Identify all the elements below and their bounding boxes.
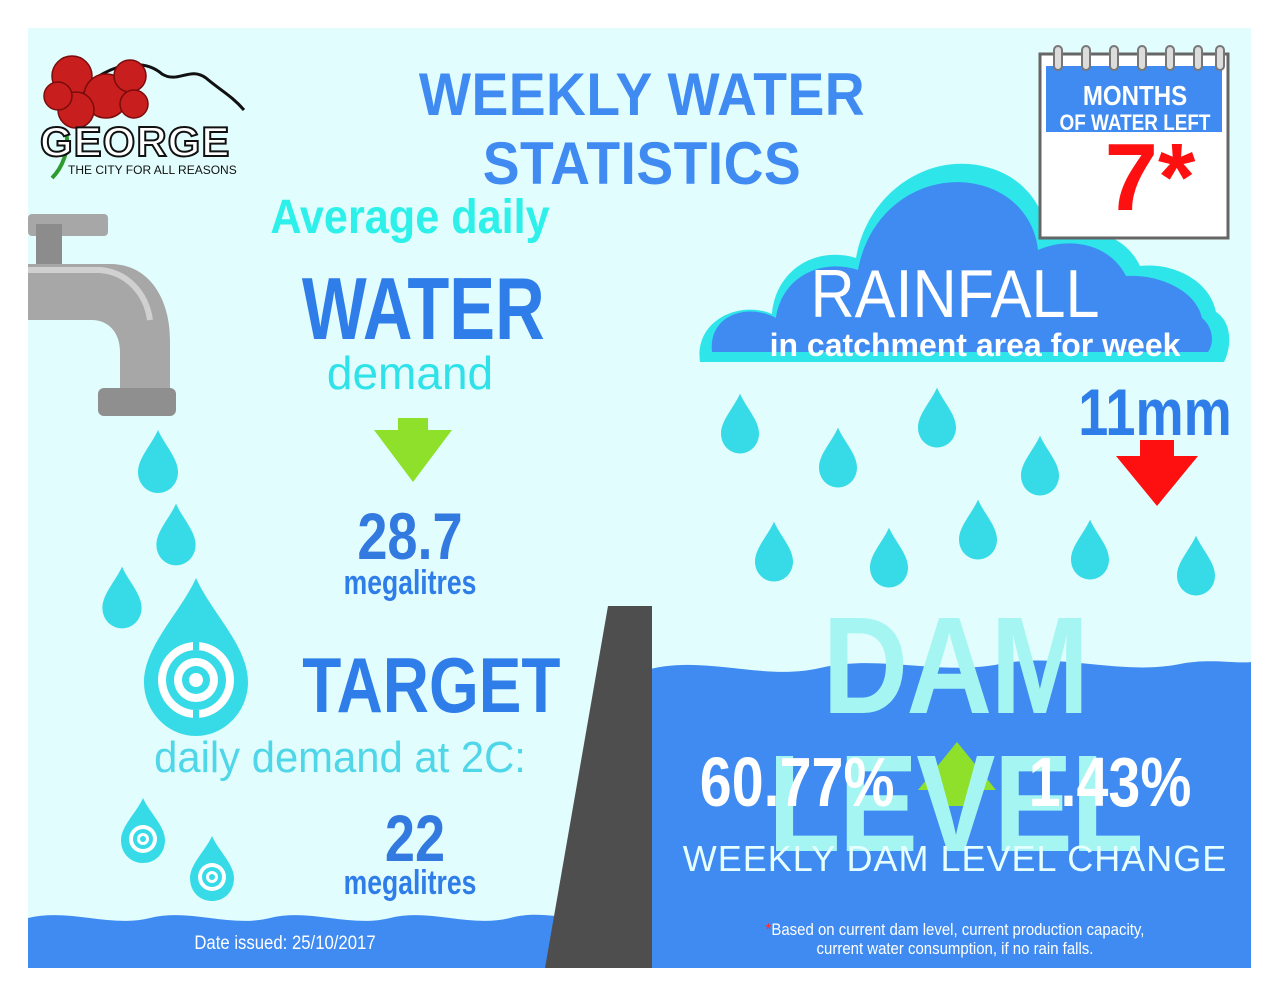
rainfall-down-arrow-icon [1116,440,1198,506]
dam-level-title: DAM LEVEL [768,589,1144,881]
footnote-star: * [765,920,772,939]
tap-drops [102,430,196,629]
dam-up-arrow-icon [918,742,996,806]
target-title: TARGET [302,641,561,729]
target-value: 22 [384,801,446,875]
rainfall-value: 11mm [1078,375,1232,449]
calendar-icon [1038,45,1230,240]
small-target-drop-icon [190,836,234,901]
logo-tagline: THE CITY FOR ALL REASONS [68,163,237,177]
rainfall-subtitle: in catchment area for week [769,327,1181,363]
dam-change-label: WEEKLY DAM LEVEL CHANGE [682,838,1228,879]
dam-wall [545,606,652,968]
dam-water [640,660,1251,968]
months-sublabel: OF WATER LEFT [1059,110,1211,135]
demand-value: 28.7 [357,499,463,573]
footnote-line1: Based on current dam level, current prod… [771,920,1145,939]
date-issued: Date issued: 25/10/2017 [194,933,376,954]
demand-unit: megalitres [343,564,477,602]
months-left-value: 7* [1104,124,1196,231]
dam-level-value: 60.77% [699,743,895,821]
demand-down-arrow-icon [374,418,452,482]
target-unit: megalitres [343,864,477,902]
demand-heading: Average daily [270,191,550,244]
flower-icon [43,55,149,129]
tap-icon [28,214,176,416]
logo-name: GEORGE [39,117,231,166]
demand-water-word: WATER [301,259,545,358]
target-drop-icon [144,578,248,736]
dam-level-change: 1.43% [1028,743,1192,821]
small-target-drop-icon [121,798,165,863]
months-label: MONTHS [1082,80,1188,111]
cloud-icon [699,163,1230,362]
page-title: WEEKLY WATER STATISTICS [418,61,866,197]
water-waves-left [28,914,590,968]
footnote-line2: current water consumption, if no rain fa… [816,939,1094,958]
demand-word: demand [326,347,494,399]
footnote: *Based on current dam level, current pro… [731,920,1180,958]
george-logo [43,55,246,180]
rainfall-title: RAINFALL [810,256,1100,332]
target-subtitle: daily demand at 2C: [154,733,526,782]
